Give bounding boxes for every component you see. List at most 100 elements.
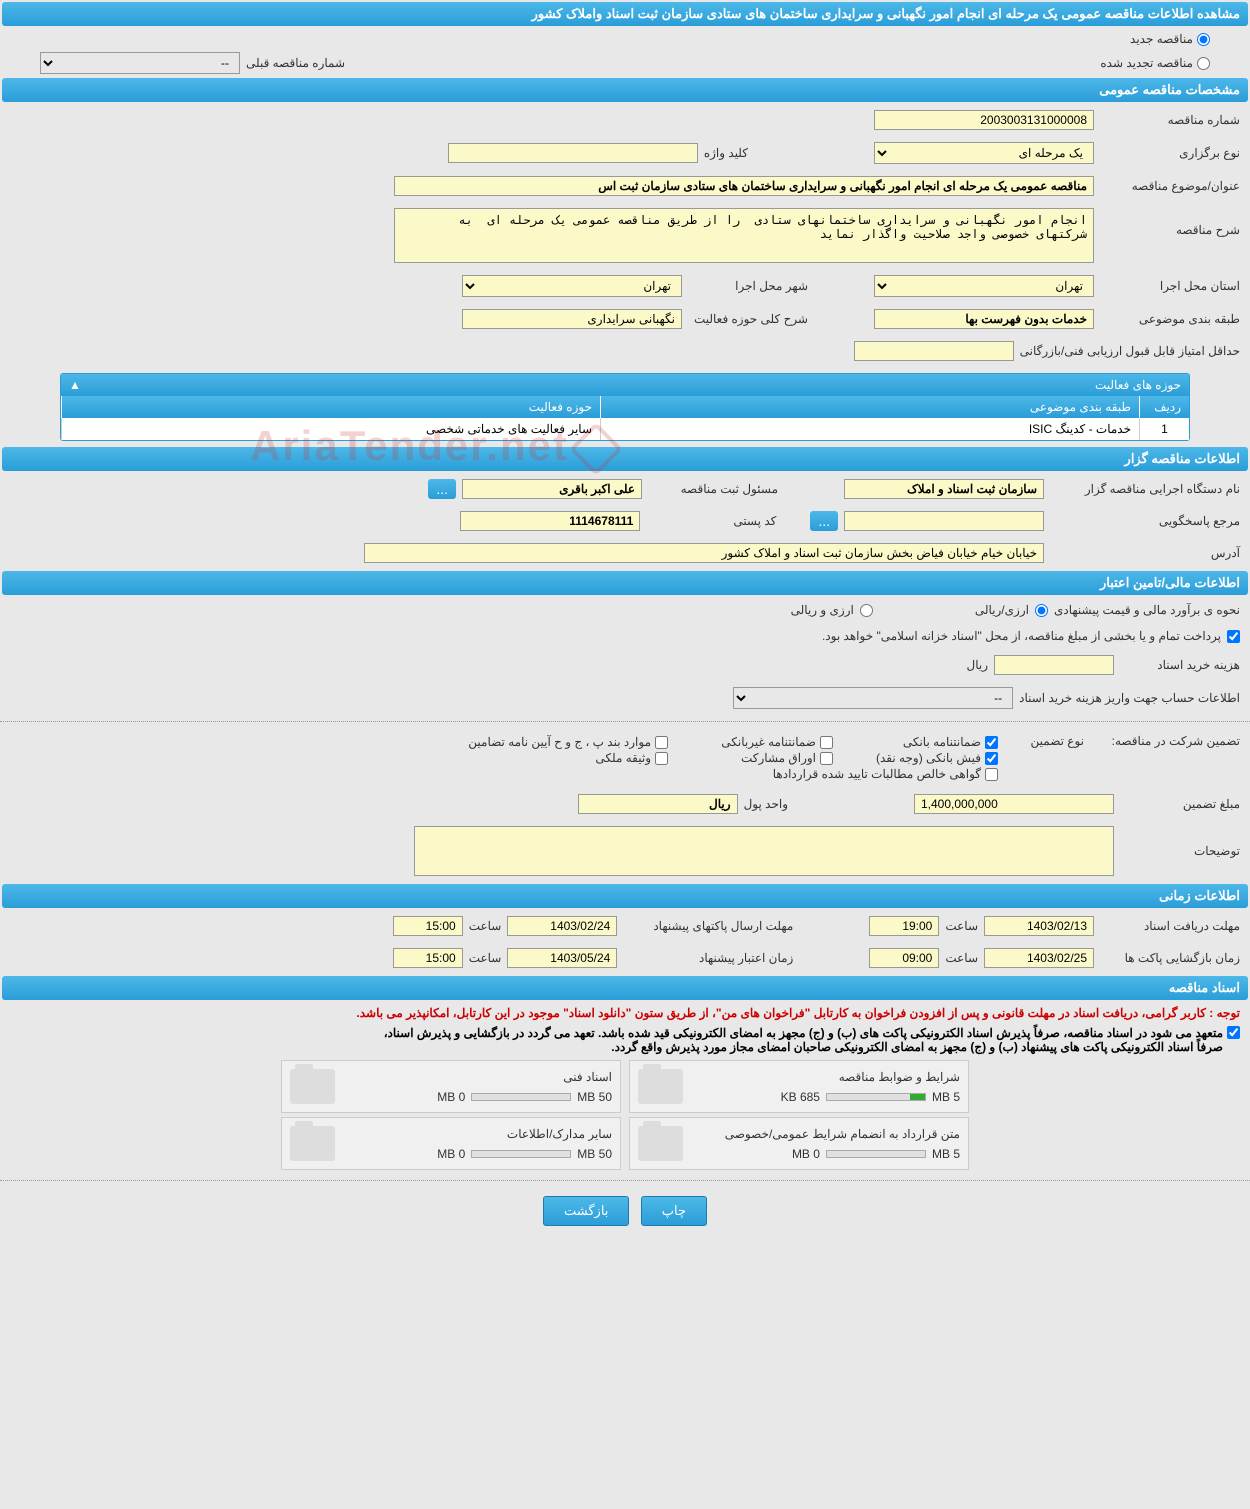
print-button[interactable]: چاپ — [641, 1196, 707, 1226]
postal-input[interactable] — [460, 511, 640, 531]
doc-title-0: شرایط و ضوابط مناقصه — [693, 1070, 960, 1084]
fin-gtype-label: نوع تضمین — [1004, 734, 1084, 748]
number-label: شماره مناقصه — [1100, 113, 1240, 127]
fin-rial-label: ارزی/ریالی — [975, 603, 1029, 617]
postal-label: کد پستی — [646, 514, 776, 528]
doc-size-2: 0 MB — [792, 1147, 820, 1161]
fin-unit-label: واحد پول — [744, 797, 788, 811]
minscore-input[interactable] — [854, 341, 1014, 361]
fin-account-select[interactable]: -- — [733, 687, 1013, 709]
t-send-time[interactable] — [393, 916, 463, 936]
t-receive-date[interactable] — [984, 916, 1094, 936]
t-receive-tl: ساعت — [945, 919, 978, 933]
g-stock-check[interactable] — [820, 752, 833, 765]
t-open-tl: ساعت — [945, 951, 978, 965]
fin-radio-rial[interactable] — [1035, 604, 1048, 617]
fin-amount-label: مبلغ تضمین — [1120, 797, 1240, 811]
doc-title-3: سایر مدارک/اطلاعات — [345, 1127, 612, 1141]
g-property-label: وثیقه ملکی — [595, 751, 651, 765]
docs-commit1: متعهد می شود در اسناد مناقصه، صرفاً پذیر… — [384, 1026, 1223, 1040]
activity-input[interactable] — [462, 309, 682, 329]
docs-commit2: صرفاً اسناد الکترونیکی پاکت های پیشنهاد … — [384, 1040, 1223, 1054]
radio-new-input[interactable] — [1197, 33, 1210, 46]
g-cash-check[interactable] — [985, 752, 998, 765]
t-receive-time[interactable] — [869, 916, 939, 936]
province-select[interactable]: تهران — [874, 275, 1094, 297]
org-input[interactable] — [844, 479, 1044, 499]
fin-payment-note: پرداخت تمام و یا بخشی از مبلغ مناقصه، از… — [822, 629, 1221, 643]
prev-tender-label: شماره مناقصه قبلی — [246, 56, 345, 70]
col-category: طبقه بندی موضوعی — [600, 396, 1139, 418]
page-title: مشاهده اطلاعات مناقصه عمومی یک مرحله ای … — [2, 2, 1248, 26]
fin-payment-check[interactable] — [1227, 630, 1240, 643]
t-valid-tl: ساعت — [469, 951, 502, 965]
t-send-date[interactable] — [507, 916, 617, 936]
doc-max-1: 50 MB — [577, 1090, 612, 1104]
fin-radio-foreign[interactable] — [860, 604, 873, 617]
prev-tender-select[interactable]: -- — [40, 52, 240, 74]
fin-cost-input[interactable] — [994, 655, 1114, 675]
g-cert-check[interactable] — [985, 768, 998, 781]
type-label: نوع برگزاری — [1100, 146, 1240, 160]
fin-notes-label: توضیحات — [1120, 826, 1240, 858]
g-bank-check[interactable] — [985, 736, 998, 749]
category-label: طبقه بندی موضوعی — [1100, 312, 1240, 326]
number-input[interactable] — [874, 110, 1094, 130]
folder-icon[interactable] — [290, 1126, 335, 1161]
category-input[interactable] — [874, 309, 1094, 329]
doc-title-2: متن قرارداد به انضمام شرایط عمومی/خصوصی — [693, 1127, 960, 1141]
resp-input[interactable] — [462, 479, 642, 499]
fin-amount-input[interactable] — [914, 794, 1114, 814]
desc-textarea[interactable]: انجام امور نگهبانی و سرایداری ساختمانهای… — [394, 208, 1094, 263]
g-bank-label: ضمانتنامه بانکی — [851, 735, 981, 749]
radio-renewed-input[interactable] — [1197, 57, 1210, 70]
folder-icon[interactable] — [638, 1069, 683, 1104]
radio-new-label: مناقصه جدید — [1130, 32, 1193, 46]
contact-input[interactable] — [844, 511, 1044, 531]
g-cert-label: گواهی خالص مطالبات تایید شده قراردادها — [773, 767, 981, 781]
docs-commit-check[interactable] — [1227, 1026, 1240, 1039]
contact-label: مرجع پاسخگویی — [1050, 514, 1240, 528]
t-open-time[interactable] — [869, 948, 939, 968]
radio-new[interactable]: مناقصه جدید — [1130, 32, 1210, 46]
g-stock-label: اوراق مشارکت — [686, 751, 816, 765]
g-nonbank-check[interactable] — [820, 736, 833, 749]
cell-category: خدمات - کدینگ ISIC — [600, 418, 1139, 440]
col-field: حوزه فعالیت — [61, 396, 600, 418]
radio-renewed[interactable]: مناقصه تجدید شده — [1100, 52, 1210, 74]
fin-unit-input[interactable] — [578, 794, 738, 814]
keyword-input[interactable] — [448, 143, 698, 163]
address-input[interactable] — [364, 543, 1044, 563]
g-property-check[interactable] — [655, 752, 668, 765]
t-open-date[interactable] — [984, 948, 1094, 968]
folder-icon[interactable] — [638, 1126, 683, 1161]
subject-label: عنوان/موضوع مناقصه — [1100, 179, 1240, 193]
t-valid-time[interactable] — [393, 948, 463, 968]
minscore-label: حداقل امتیاز قابل قبول ارزیابی فنی/بازرگ… — [1020, 344, 1240, 358]
doc-size-1: 0 MB — [437, 1090, 465, 1104]
t-valid-date[interactable] — [507, 948, 617, 968]
contact-more-button[interactable]: ... — [810, 511, 838, 531]
doc-max-2: 5 MB — [932, 1147, 960, 1161]
subject-input[interactable] — [394, 176, 1094, 196]
fin-notes-textarea[interactable] — [414, 826, 1114, 876]
doc-box-terms: شرایط و ضوابط مناقصه 5 MB 685 KB — [629, 1060, 969, 1113]
g-items-check[interactable] — [655, 736, 668, 749]
fin-guarantee-label: تضمین شرکت در مناقصه: — [1090, 734, 1240, 748]
docs-note: توجه : کاربر گرامی، دریافت اسناد در مهلت… — [0, 1002, 1250, 1024]
fin-cost-rial: ريال — [966, 658, 988, 672]
city-select[interactable]: تهران — [462, 275, 682, 297]
province-label: استان محل اجرا — [1100, 279, 1240, 293]
section-organizer-title: اطلاعات مناقصه گزار — [2, 447, 1248, 471]
collapse-icon[interactable]: ▲ — [69, 378, 81, 392]
back-button[interactable]: بازگشت — [543, 1196, 629, 1226]
type-select[interactable]: یک مرحله ای — [874, 142, 1094, 164]
resp-more-button[interactable]: ... — [428, 479, 456, 499]
folder-icon[interactable] — [290, 1069, 335, 1104]
t-valid-label: زمان اعتبار پیشنهاد — [623, 951, 793, 965]
activity-label: شرح کلی حوزه فعالیت — [688, 312, 808, 326]
table-row: 1 خدمات - کدینگ ISIC سایر فعالیت های خدم… — [61, 418, 1189, 440]
t-send-tl: ساعت — [469, 919, 502, 933]
radio-renewed-label: مناقصه تجدید شده — [1100, 56, 1193, 70]
t-send-label: مهلت ارسال پاکتهای پیشنهاد — [623, 919, 793, 933]
